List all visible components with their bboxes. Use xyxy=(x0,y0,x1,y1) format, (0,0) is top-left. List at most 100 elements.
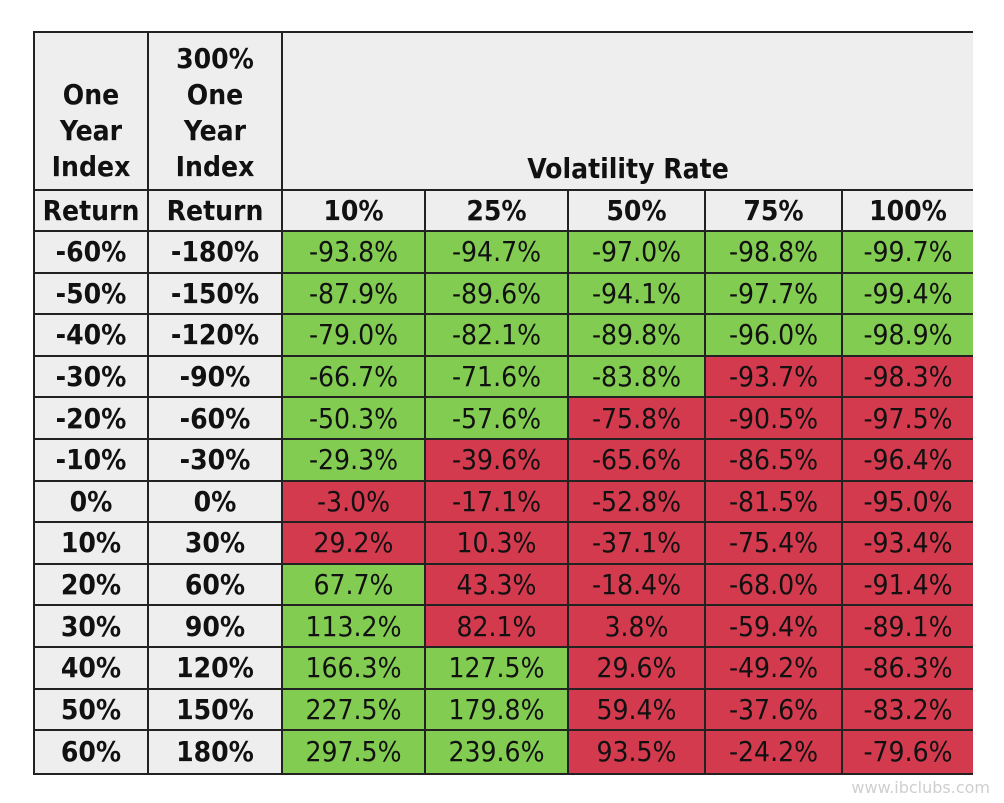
header-return-label: Return xyxy=(149,191,283,232)
value-cell: 239.6% xyxy=(426,731,569,773)
value-cell: -81.5% xyxy=(706,481,843,524)
header-line: Index xyxy=(51,150,131,183)
value-cell: 297.5% xyxy=(283,731,426,773)
value-cell: -79.0% xyxy=(283,315,426,357)
value-cell: -59.4% xyxy=(706,606,843,648)
leveraged-return-cell: -90% xyxy=(149,356,283,399)
value-cell: -75.8% xyxy=(569,398,706,440)
value-cell: -82.1% xyxy=(426,315,569,357)
value-cell: -93.8% xyxy=(283,232,426,274)
value-cell: -87.9% xyxy=(283,273,426,316)
value-cell: -29.3% xyxy=(283,439,426,482)
value-cell: 113.2% xyxy=(283,606,426,648)
index-return-cell: 50% xyxy=(35,689,149,732)
value-cell: -98.8% xyxy=(706,232,843,274)
value-cell: -96.4% xyxy=(843,439,973,482)
volatility-rate-header: 10% xyxy=(283,191,426,232)
value-cell: -50.3% xyxy=(283,398,426,440)
leveraged-return-cell: -180% xyxy=(149,232,283,274)
value-cell: -71.6% xyxy=(426,356,569,399)
value-cell: -65.6% xyxy=(569,439,706,482)
value-cell: -93.4% xyxy=(843,523,973,565)
volatility-rate-header: 25% xyxy=(426,191,569,232)
value-cell: -66.7% xyxy=(283,356,426,399)
value-cell: -68.0% xyxy=(706,564,843,607)
value-cell: -49.2% xyxy=(706,647,843,690)
value-cell: 227.5% xyxy=(283,689,426,732)
value-cell: -18.4% xyxy=(569,564,706,607)
value-cell: -94.7% xyxy=(426,232,569,274)
value-cell: -3.0% xyxy=(283,481,426,524)
value-cell: -17.1% xyxy=(426,481,569,524)
index-return-cell: 10% xyxy=(35,523,149,565)
value-cell: -98.3% xyxy=(843,356,973,399)
index-return-cell: 40% xyxy=(35,647,149,690)
header-one-year-index: One Year Index xyxy=(35,33,149,191)
index-return-cell: -60% xyxy=(35,232,149,274)
header-line: One xyxy=(186,78,244,111)
value-cell: -89.6% xyxy=(426,273,569,316)
value-cell: -94.1% xyxy=(569,273,706,316)
header-line: 300% xyxy=(176,42,254,75)
index-return-cell: 0% xyxy=(35,481,149,524)
leveraged-return-cell: 180% xyxy=(149,731,283,773)
volatility-rate-header: 50% xyxy=(569,191,706,232)
value-cell: 10.3% xyxy=(426,523,569,565)
value-cell: -97.7% xyxy=(706,273,843,316)
header-volatility-rate: Volatility Rate xyxy=(283,33,973,191)
value-cell: -99.7% xyxy=(843,232,973,274)
index-return-cell: -30% xyxy=(35,356,149,399)
value-cell: -98.9% xyxy=(843,315,973,357)
value-cell: -97.0% xyxy=(569,232,706,274)
value-cell: -39.6% xyxy=(426,439,569,482)
value-cell: -37.1% xyxy=(569,523,706,565)
value-cell: -89.1% xyxy=(843,606,973,648)
value-cell: -79.6% xyxy=(843,731,973,773)
leveraged-return-cell: 120% xyxy=(149,647,283,690)
value-cell: 59.4% xyxy=(569,689,706,732)
value-cell: -91.4% xyxy=(843,564,973,607)
value-cell: -97.5% xyxy=(843,398,973,440)
index-return-cell: -40% xyxy=(35,315,149,357)
value-cell: -89.8% xyxy=(569,315,706,357)
header-return-label: Return xyxy=(35,191,149,232)
leveraged-return-cell: -120% xyxy=(149,315,283,357)
leveraged-return-cell: 150% xyxy=(149,689,283,732)
value-cell: -90.5% xyxy=(706,398,843,440)
index-return-cell: -20% xyxy=(35,398,149,440)
value-cell: 67.7% xyxy=(283,564,426,607)
index-return-cell: -10% xyxy=(35,439,149,482)
leveraged-return-cell: 0% xyxy=(149,481,283,524)
volatility-rate-header: 100% xyxy=(843,191,973,232)
index-return-cell: 20% xyxy=(35,564,149,607)
header-300pct-one-year-index: 300% One Year Index xyxy=(149,33,283,191)
value-cell: -52.8% xyxy=(569,481,706,524)
volatility-rate-header: 75% xyxy=(706,191,843,232)
leveraged-return-cell: -30% xyxy=(149,439,283,482)
leveraged-return-cell: 90% xyxy=(149,606,283,648)
header-line: Year xyxy=(59,114,123,147)
value-cell: 29.6% xyxy=(569,647,706,690)
value-cell: 82.1% xyxy=(426,606,569,648)
volatility-table: One Year Index 300% One Year Index Volatility R… xyxy=(33,31,973,775)
value-cell: -86.5% xyxy=(706,439,843,482)
index-return-cell: 60% xyxy=(35,731,149,773)
value-cell: -96.0% xyxy=(706,315,843,357)
value-cell: -57.6% xyxy=(426,398,569,440)
index-return-cell: 30% xyxy=(35,606,149,648)
value-cell: -37.6% xyxy=(706,689,843,732)
header-line: Year xyxy=(183,114,247,147)
value-cell: 166.3% xyxy=(283,647,426,690)
value-cell: -86.3% xyxy=(843,647,973,690)
leveraged-return-cell: 60% xyxy=(149,564,283,607)
leveraged-return-cell: -60% xyxy=(149,398,283,440)
value-cell: 127.5% xyxy=(426,647,569,690)
leveraged-return-cell: -150% xyxy=(149,273,283,316)
value-cell: -83.8% xyxy=(569,356,706,399)
index-return-cell: -50% xyxy=(35,273,149,316)
value-cell: 179.8% xyxy=(426,689,569,732)
value-cell: 93.5% xyxy=(569,731,706,773)
value-cell: -75.4% xyxy=(706,523,843,565)
value-cell: 43.3% xyxy=(426,564,569,607)
header-line: One xyxy=(62,78,120,111)
